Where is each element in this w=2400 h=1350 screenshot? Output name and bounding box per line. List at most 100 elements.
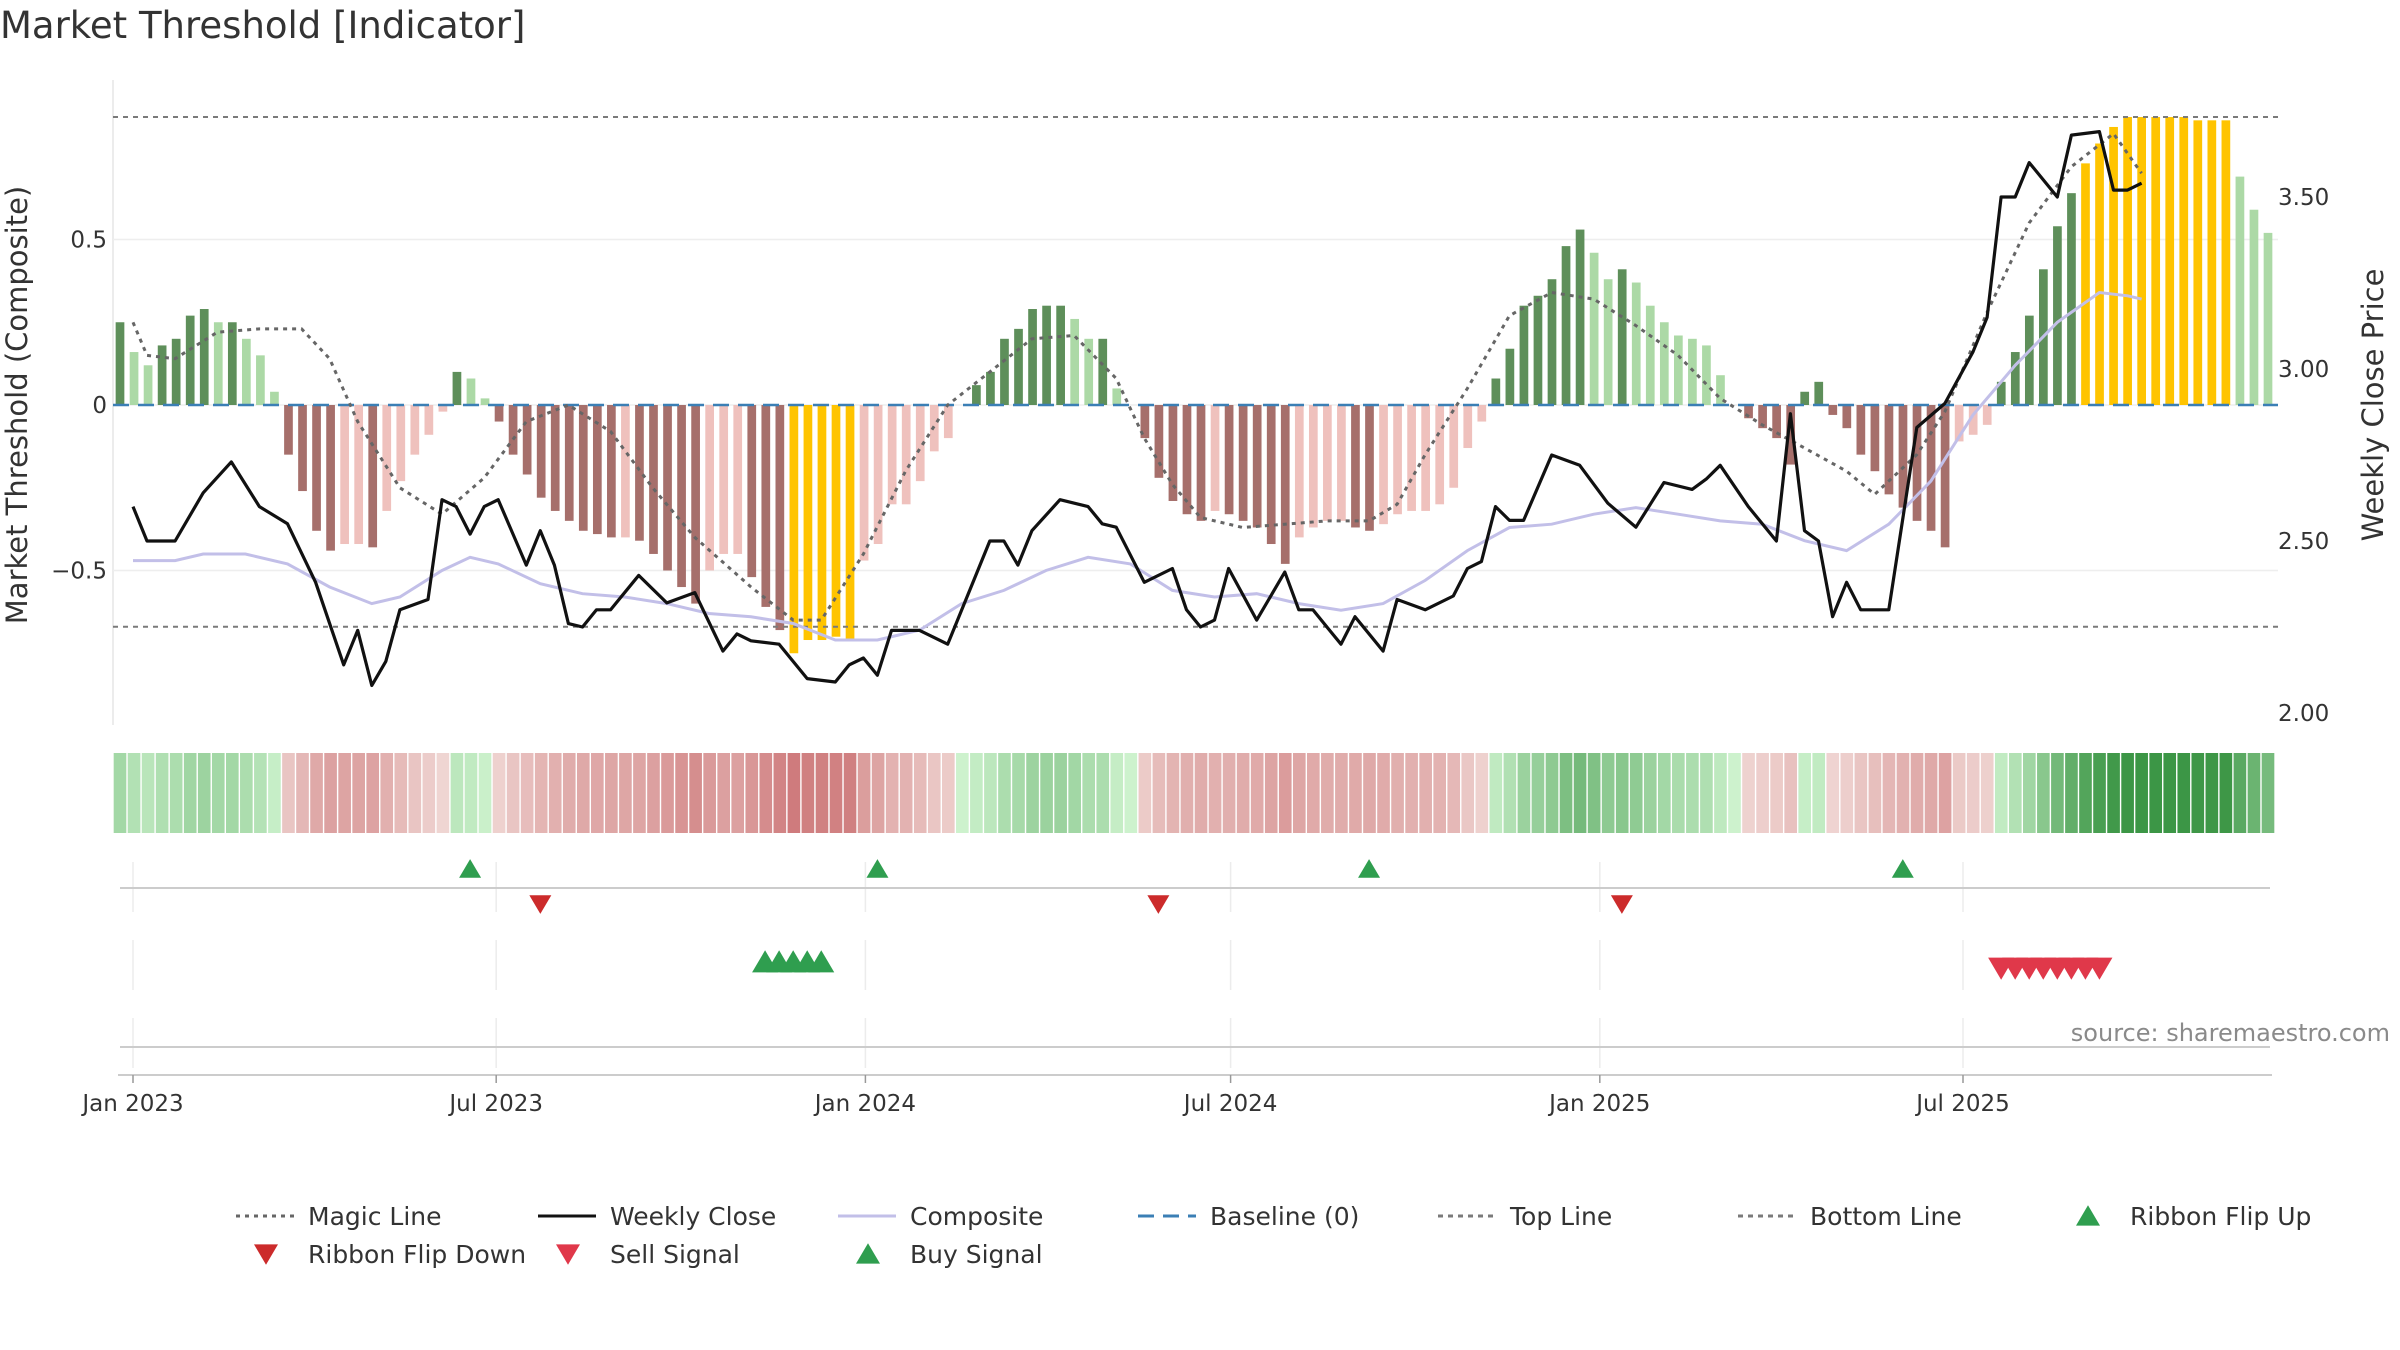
composite-bar bbox=[382, 405, 392, 511]
composite-bar bbox=[1702, 345, 1711, 405]
ribbon-cell bbox=[296, 753, 309, 833]
legend-label: Bottom Line bbox=[1810, 1202, 1962, 1231]
ribbon-cell bbox=[2008, 753, 2022, 833]
ribbon-cell bbox=[1882, 753, 1896, 833]
ribbon-cell bbox=[970, 753, 983, 833]
legend-label: Ribbon Flip Down bbox=[308, 1240, 526, 1269]
composite-bar bbox=[1407, 405, 1416, 511]
ribbon-cell bbox=[2023, 753, 2036, 833]
ribbon-cell bbox=[885, 753, 899, 833]
composite-bar bbox=[1898, 405, 1908, 508]
composite-bar bbox=[1674, 335, 1683, 405]
ribbon-flip-down-marker bbox=[1610, 895, 1633, 914]
composite-bar bbox=[761, 405, 771, 607]
ribbon-cell bbox=[240, 753, 253, 833]
composite-bar bbox=[1449, 405, 1459, 488]
ribbon-cell bbox=[1461, 753, 1475, 833]
ribbon-panel bbox=[113, 753, 2275, 833]
right-tick-label: 3.00 bbox=[2278, 357, 2329, 383]
composite-bar bbox=[719, 405, 729, 554]
ribbon-cell bbox=[1124, 753, 1138, 833]
ribbon-cell bbox=[1208, 753, 1222, 833]
legend-label: Weekly Close bbox=[610, 1202, 776, 1231]
ribbon-cell bbox=[1601, 753, 1615, 833]
ribbon-cell bbox=[464, 753, 478, 833]
ribbon-cell bbox=[913, 753, 927, 833]
ribbon-cell bbox=[225, 753, 239, 833]
composite-bar bbox=[1168, 405, 1178, 501]
legend-label: Buy Signal bbox=[910, 1240, 1043, 1269]
composite-bar bbox=[2081, 163, 2090, 405]
legend-label: Sell Signal bbox=[610, 1240, 740, 1269]
ribbon-cell bbox=[1545, 753, 1559, 833]
ribbon-cell bbox=[1012, 753, 1025, 833]
x-axis: Jan 2023 Jul 2023 Jan 2024 Jul 2024 Jan 2025… bbox=[80, 1075, 2010, 1117]
left-tick-label: 0 bbox=[92, 393, 107, 419]
ribbon-cell bbox=[1110, 753, 1124, 833]
ribbon-cell bbox=[1643, 753, 1657, 833]
composite-bar bbox=[1561, 246, 1571, 405]
composite-bar bbox=[536, 405, 546, 498]
ribbon-cell bbox=[1980, 753, 1994, 833]
ribbon-cell bbox=[1503, 753, 1517, 833]
composite-bar bbox=[1477, 405, 1487, 422]
composite-bar bbox=[1926, 405, 1936, 531]
composite-bar bbox=[1323, 405, 1332, 521]
ribbon-cell bbox=[1742, 753, 1755, 833]
composite-bar bbox=[1182, 405, 1192, 515]
composite-bar bbox=[803, 405, 813, 641]
ribbon-cell bbox=[141, 753, 155, 833]
ribbon-cell bbox=[450, 753, 464, 833]
composite-bar bbox=[1224, 405, 1234, 515]
ribbon-cell bbox=[703, 753, 716, 833]
ribbon-cell bbox=[1770, 753, 1783, 833]
ribbon-cell bbox=[366, 753, 380, 833]
ribbon-cell bbox=[127, 753, 141, 833]
composite-bar bbox=[157, 345, 167, 405]
ribbon-cell bbox=[1896, 753, 1910, 833]
composite-bar bbox=[1280, 405, 1290, 564]
ribbon-cell bbox=[1082, 753, 1096, 833]
ribbon-cell bbox=[1854, 753, 1868, 833]
composite-bar bbox=[270, 391, 279, 405]
composite-bar bbox=[607, 405, 616, 538]
ribbon-cell bbox=[843, 753, 857, 833]
ribbon-cell bbox=[1952, 753, 1966, 833]
composite-bar bbox=[1786, 405, 1796, 465]
ribbon-cell bbox=[1068, 753, 1081, 833]
composite-bar bbox=[1800, 391, 1810, 405]
x-tick-label: Jul 2023 bbox=[447, 1091, 543, 1117]
ribbon-cell bbox=[1222, 753, 1236, 833]
composite-bar bbox=[1940, 405, 1950, 548]
ribbon-cell bbox=[562, 753, 576, 833]
ribbon-cell bbox=[2261, 753, 2275, 833]
composite-bar bbox=[747, 405, 757, 578]
ribbon-cell bbox=[1377, 753, 1390, 833]
composite-bar bbox=[1589, 252, 1599, 405]
ribbon-cell bbox=[169, 753, 183, 833]
ribbon-cell bbox=[422, 753, 436, 833]
ribbon-cell bbox=[1784, 753, 1797, 833]
ribbon-cell bbox=[2177, 753, 2191, 833]
composite-bar bbox=[2024, 315, 2034, 405]
composite-bar bbox=[1196, 405, 1206, 521]
composite-bar bbox=[1252, 405, 1262, 528]
ribbon-cell bbox=[352, 753, 365, 833]
composite-bar bbox=[1140, 405, 1150, 439]
composite-bar bbox=[592, 405, 602, 535]
x-tick-label: Jan 2024 bbox=[813, 1091, 916, 1117]
composite-bar bbox=[199, 309, 209, 405]
composite-bar bbox=[115, 322, 125, 405]
ribbon-cell bbox=[1573, 753, 1587, 833]
composite-bar bbox=[1659, 322, 1669, 405]
legend-triangle-down-icon bbox=[254, 1244, 278, 1265]
ribbon-cell bbox=[984, 753, 997, 833]
composite-bar bbox=[1828, 405, 1838, 415]
weekly-close-line bbox=[131, 130, 2143, 688]
composite-bar bbox=[466, 378, 476, 405]
legend-label: Ribbon Flip Up bbox=[2130, 1202, 2311, 1231]
composite-bar bbox=[1210, 405, 1220, 511]
composite-bar bbox=[972, 385, 981, 405]
composite-bar bbox=[873, 405, 883, 545]
ribbon-cell bbox=[941, 753, 955, 833]
